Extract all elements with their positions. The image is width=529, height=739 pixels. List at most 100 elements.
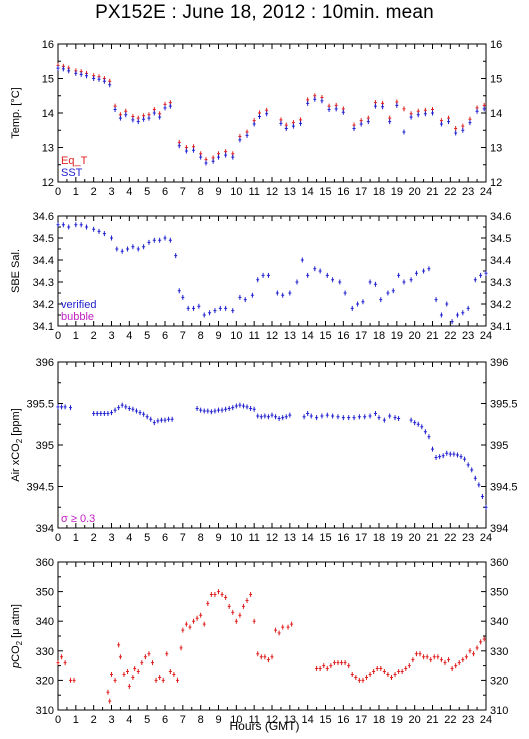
- data-point: [110, 410, 113, 416]
- data-point: [181, 294, 185, 300]
- data-point: [313, 266, 317, 272]
- data-point: [414, 651, 418, 657]
- panel-frame: [57, 561, 487, 711]
- data-point: [118, 115, 122, 121]
- x-tick-label: 0: [55, 714, 61, 726]
- x-tick-label: 17: [355, 714, 367, 726]
- data-point: [213, 308, 217, 314]
- data-point: [115, 246, 119, 252]
- data-point: [202, 408, 206, 414]
- data-point: [479, 639, 483, 645]
- x-tick-label: 12: [266, 330, 278, 342]
- data-point: [409, 277, 413, 283]
- x-tick-label: 10: [230, 330, 242, 342]
- data-point: [320, 413, 324, 419]
- legend-entry: SST: [61, 167, 83, 179]
- y-tick-label-right: 310: [490, 705, 508, 717]
- x-tick-label: 6: [162, 330, 168, 342]
- y-tick-label-left: 394.5: [26, 482, 54, 494]
- x-tick-label: 20: [409, 186, 421, 198]
- data-point: [184, 148, 188, 154]
- x-tick-label: 6: [162, 186, 168, 198]
- y-tick-label-right: 34.2: [490, 299, 511, 311]
- x-tick-label: 12: [266, 714, 278, 726]
- data-point: [209, 592, 213, 598]
- y-tick-label-right: 34.1: [490, 321, 511, 333]
- data-point: [143, 654, 147, 660]
- data-point: [327, 107, 331, 113]
- data-point: [368, 671, 372, 677]
- x-tick-label: 2: [91, 714, 97, 726]
- data-point: [436, 654, 440, 660]
- data-point: [245, 597, 249, 603]
- data-point: [92, 410, 96, 416]
- x-tick-label: 17: [355, 532, 367, 544]
- y-tick-label-left: 34.5: [33, 233, 54, 245]
- data-point: [256, 651, 260, 657]
- data-point: [302, 414, 306, 420]
- data-point: [350, 671, 354, 677]
- data-point: [441, 453, 445, 459]
- data-point: [259, 654, 263, 660]
- data-point: [473, 475, 477, 481]
- y-tick-label-right: 16: [490, 39, 502, 51]
- data-point: [195, 405, 199, 411]
- data-point: [447, 657, 451, 663]
- x-tick-label: 0: [55, 330, 61, 342]
- data-point: [407, 663, 411, 669]
- data-point: [340, 660, 344, 666]
- data-point: [402, 106, 406, 112]
- data-point: [133, 666, 137, 672]
- x-tick-label: 17: [355, 186, 367, 198]
- data-point: [431, 446, 434, 452]
- data-point: [192, 618, 196, 624]
- x-tick-label: 2: [91, 330, 97, 342]
- x-tick-label: 5: [144, 532, 150, 544]
- panel-1: 0 1 2 3 4 5 6 7 8 9 10 11 12 13 14 15 16 17 18 19 20 21 22 23 24…: [33, 211, 512, 342]
- x-tick-label: 3: [108, 330, 114, 342]
- x-tick-label: 22: [444, 186, 456, 198]
- data-point: [179, 645, 183, 651]
- data-point: [386, 671, 390, 677]
- data-point: [457, 660, 461, 666]
- x-tick-label: 5: [144, 714, 150, 726]
- data-point: [131, 406, 135, 412]
- data-point: [379, 297, 383, 303]
- data-point: [454, 663, 458, 669]
- data-point: [199, 612, 203, 618]
- x-tick-label: 9: [215, 714, 221, 726]
- data-point: [238, 294, 242, 300]
- data-point: [56, 404, 60, 410]
- x-tick-label: 20: [409, 330, 421, 342]
- data-point: [199, 154, 203, 160]
- data-point: [454, 126, 458, 132]
- x-tick-label: 14: [302, 714, 314, 726]
- data-point: [218, 305, 222, 311]
- data-point: [249, 592, 253, 598]
- data-point: [284, 414, 288, 420]
- data-point: [217, 154, 220, 160]
- y-tick-label-right: 34.5: [490, 233, 511, 245]
- data-point: [473, 277, 477, 283]
- x-tick-label: 10: [230, 532, 242, 544]
- y-tick-label-left: 16: [42, 39, 54, 51]
- x-tick-label: 7: [180, 532, 186, 544]
- data-point: [202, 621, 206, 627]
- data-point: [127, 683, 131, 689]
- data-point: [265, 111, 269, 117]
- data-point: [379, 666, 383, 672]
- data-point: [423, 111, 427, 117]
- x-tick-label: 21: [426, 714, 438, 726]
- data-point: [461, 657, 465, 663]
- data-point: [124, 404, 128, 410]
- data-point: [266, 657, 270, 663]
- y-tick-label-left: 310: [36, 705, 54, 717]
- x-tick-label: 9: [215, 532, 221, 544]
- data-point: [409, 114, 413, 120]
- panel-frame: [57, 361, 487, 529]
- data-point: [184, 621, 188, 627]
- x-tick-label: 3: [108, 532, 114, 544]
- data-point: [231, 154, 235, 160]
- x-tick-label: 19: [391, 532, 403, 544]
- data-point: [67, 224, 71, 230]
